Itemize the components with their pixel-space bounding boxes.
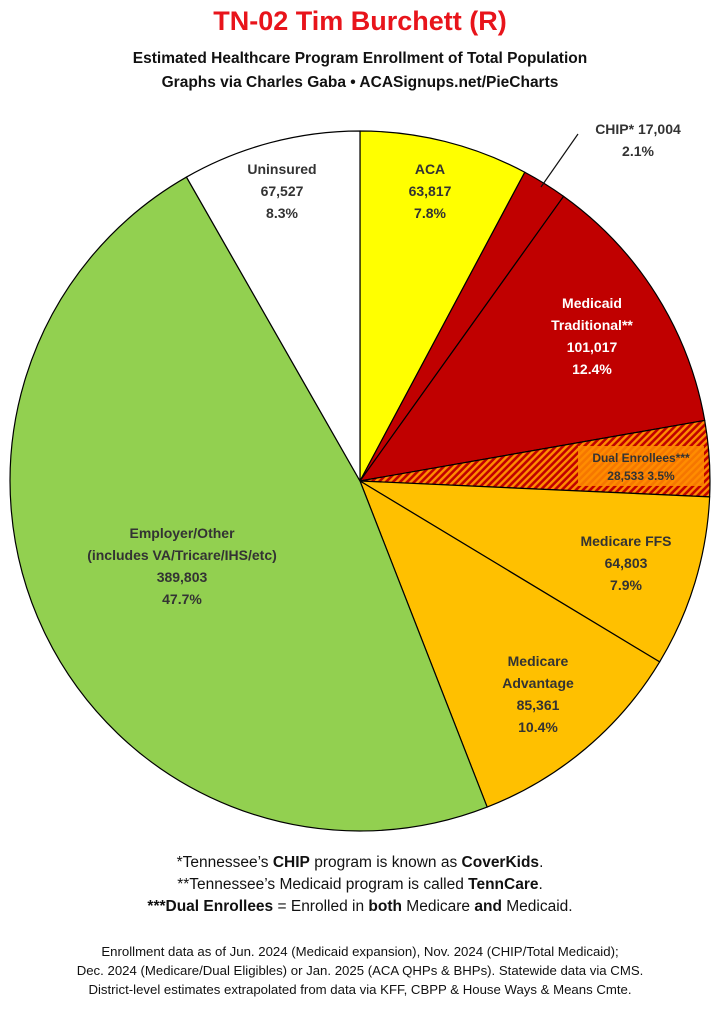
label-ma-name-2: Advantage [502, 675, 574, 691]
pie-chart: ACA 63,817 7.8% CHIP* 17,004 2.1% Medica… [9, 121, 711, 832]
label-ffs-percent: 7.9% [610, 577, 642, 593]
label-uninsured-name: Uninsured [247, 161, 316, 177]
pie-slice-employer-other-includes-va-tricare-ihs-etc [9, 176, 488, 832]
pie-slice-uninsured [185, 130, 361, 482]
label-aca-name: ACA [415, 161, 445, 177]
label-aca-percent: 7.8% [414, 205, 446, 221]
label-uninsured-value: 67,527 [261, 183, 304, 199]
label-aca-value: 63,817 [409, 183, 452, 199]
source-footer: Enrollment data as of Jun. 2024 (Medicai… [0, 942, 720, 999]
footnote-dual: ***Dual Enrollees = Enrolled in both Med… [147, 898, 573, 915]
label-chip-percent: 2.1% [622, 143, 654, 159]
label-medicaid-value: 101,017 [567, 339, 618, 355]
pie-slice-medicaid-traditional [359, 195, 706, 482]
pie-slice-aca [359, 130, 526, 482]
label-ma-value: 85,361 [517, 697, 560, 713]
source-line-1: Enrollment data as of Jun. 2024 (Medicai… [101, 944, 619, 959]
pie-slice-medicare-advantage [359, 480, 661, 808]
chart-credit: Graphs via Charles Gaba • ACASignups.net… [161, 74, 559, 91]
label-ffs-name: Medicare FFS [580, 533, 671, 549]
label-ma-name-1: Medicare [508, 653, 569, 669]
label-ma-percent: 10.4% [518, 719, 558, 735]
label-employer-percent: 47.7% [162, 591, 202, 607]
label-employer-name-2: (includes VA/Tricare/IHS/etc) [87, 547, 277, 563]
label-medicaid-name-2: Traditional** [551, 317, 633, 333]
pie-slice-medicare-ffs [359, 480, 711, 663]
label-ffs-value: 64,803 [605, 555, 648, 571]
chart-title: TN-02 Tim Burchett (R) [213, 6, 507, 36]
footnote-chip: *Tennessee’s CHIP program is known as Co… [176, 854, 544, 871]
label-employer-value: 389,803 [157, 569, 208, 585]
chart-subtitle: Estimated Healthcare Program Enrollment … [132, 50, 588, 67]
label-employer-name-1: Employer/Other [129, 525, 235, 541]
label-uninsured-percent: 8.3% [266, 205, 298, 221]
label-dual-name: Dual Enrollees*** [592, 451, 690, 465]
label-chip-name-value: CHIP* 17,004 [595, 121, 681, 137]
footnote-medicaid: **Tennessee’s Medicaid program is called… [177, 876, 543, 893]
label-dual-value-percent: 28,533 3.5% [607, 469, 675, 483]
label-medicaid-percent: 12.4% [572, 361, 612, 377]
pie-slices [9, 130, 711, 832]
label-medicaid-name-1: Medicaid [562, 295, 622, 311]
dual-label-background [578, 446, 704, 486]
source-line-3: District-level estimates extrapolated fr… [88, 982, 632, 997]
source-line-2: Dec. 2024 (Medicare/Dual Eligibles) or J… [76, 963, 644, 978]
footnotes: *Tennessee’s CHIP program is known as Co… [0, 852, 720, 918]
chip-leader-line [540, 133, 579, 188]
